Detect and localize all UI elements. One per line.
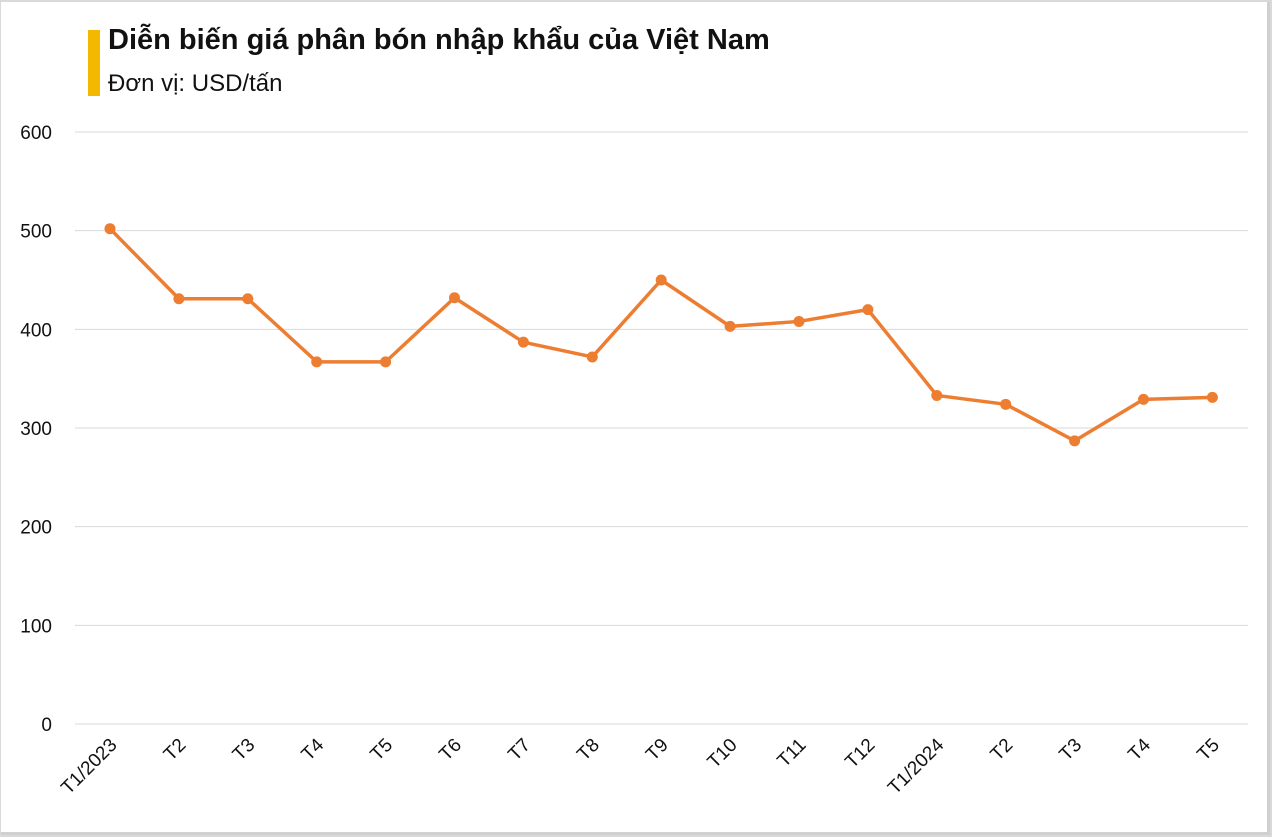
x-tick-label: T6 (435, 735, 466, 766)
x-tick-label: T12 (841, 735, 879, 773)
data-point-marker[interactable] (104, 223, 116, 235)
x-tick-label: T10 (704, 735, 742, 773)
data-point-marker[interactable] (449, 292, 460, 304)
x-tick-label: T2 (987, 735, 1018, 766)
data-point-marker[interactable] (1069, 435, 1081, 447)
data-point-marker[interactable] (517, 336, 529, 348)
chart-title: Diễn biến giá phân bón nhập khẩu của Việ… (108, 24, 770, 56)
chart-subtitle: Đơn vị: USD/tấn (108, 70, 283, 97)
x-tick-label: T3 (229, 735, 260, 766)
y-tick-label: 200 (20, 518, 52, 539)
data-point-marker[interactable] (380, 356, 392, 368)
x-tick-label: T1/2023 (57, 735, 121, 799)
gridlines (75, 131, 1248, 725)
data-point-marker[interactable] (586, 351, 598, 363)
data-point-marker[interactable] (173, 293, 185, 305)
data-series (104, 223, 1218, 447)
data-point-marker[interactable] (1000, 398, 1012, 410)
x-tick-label: T3 (1056, 735, 1087, 766)
x-tick-label: T8 (573, 735, 604, 766)
data-point-marker[interactable] (311, 356, 323, 368)
x-tick-label: T11 (774, 735, 811, 772)
title-accent-bar (88, 30, 100, 96)
y-tick-label: 500 (20, 222, 52, 243)
series-line (108, 227, 1213, 443)
x-tick-label: T5 (367, 735, 398, 766)
x-tick-label: T4 (1124, 734, 1155, 765)
data-point-marker[interactable] (1206, 391, 1218, 403)
y-tick-label: 400 (20, 320, 52, 341)
data-point-marker[interactable] (931, 389, 943, 401)
y-tick-label: 0 (41, 715, 52, 736)
data-point-marker[interactable] (655, 274, 667, 286)
data-point-marker[interactable] (793, 315, 805, 327)
x-axis: T1/2023 T2 T3 T4 T5 T6 T7 T8 T9 T10 T11 T12 T1/2024 T… (57, 734, 1224, 798)
x-tick-label: T9 (642, 735, 673, 766)
data-point-marker[interactable] (1138, 393, 1149, 405)
x-tick-label: T1/2024 (884, 734, 948, 798)
data-point-marker[interactable] (242, 293, 254, 305)
y-axis: 0 100 200 300 400 500 600 (20, 123, 52, 736)
x-tick-label: T2 (160, 735, 191, 766)
y-tick-label: 600 (20, 123, 52, 144)
y-tick-label: 100 (20, 616, 52, 637)
x-tick-label: T5 (1193, 735, 1224, 766)
y-tick-label: 300 (20, 419, 52, 440)
data-point-marker[interactable] (724, 320, 736, 332)
data-point-marker[interactable] (862, 304, 874, 316)
x-tick-label: T4 (298, 734, 329, 765)
x-tick-label: T7 (504, 735, 535, 766)
